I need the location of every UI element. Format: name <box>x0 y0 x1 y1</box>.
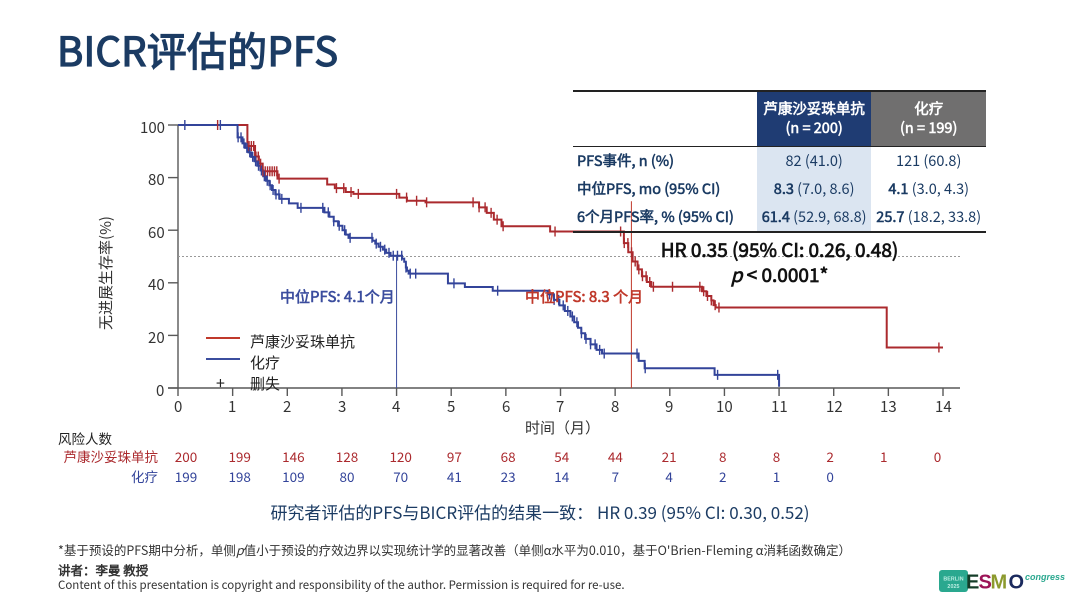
svg-text:congress: congress <box>1025 572 1065 582</box>
svg-text:M: M <box>991 572 1008 594</box>
svg-text:BERLIN: BERLIN <box>943 577 963 583</box>
svg-text:E: E <box>966 572 979 594</box>
svg-text:2025: 2025 <box>947 584 959 590</box>
svg-text:O: O <box>1009 572 1025 594</box>
